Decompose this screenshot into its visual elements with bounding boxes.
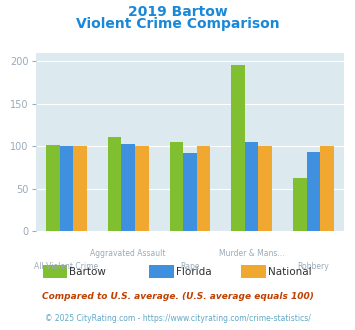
Bar (258, 146, 272, 231)
Bar (307, 152, 320, 231)
Text: Bartow: Bartow (69, 267, 106, 277)
Text: Compared to U.S. average. (U.S. average equals 100): Compared to U.S. average. (U.S. average … (42, 292, 313, 301)
Bar (108, 137, 121, 231)
Text: All Violent Crime: All Violent Crime (34, 262, 98, 271)
Bar (46, 145, 60, 231)
Bar (231, 65, 245, 231)
Text: Florida: Florida (176, 267, 211, 277)
Text: Aggravated Assault: Aggravated Assault (91, 249, 166, 258)
Bar (183, 153, 197, 231)
Bar (170, 142, 183, 231)
Bar (293, 178, 307, 231)
Bar (197, 146, 210, 231)
Bar (121, 144, 135, 231)
Bar (135, 146, 148, 231)
Text: National: National (268, 267, 312, 277)
Bar (320, 146, 334, 231)
Text: © 2025 CityRating.com - https://www.cityrating.com/crime-statistics/: © 2025 CityRating.com - https://www.city… (45, 314, 310, 323)
Text: Rape: Rape (180, 262, 200, 271)
Text: Murder & Mans...: Murder & Mans... (219, 249, 284, 258)
Text: Robbery: Robbery (297, 262, 329, 271)
Bar (245, 142, 258, 231)
Bar (73, 146, 87, 231)
Text: 2019 Bartow: 2019 Bartow (128, 5, 227, 19)
Text: Violent Crime Comparison: Violent Crime Comparison (76, 17, 279, 31)
Bar (60, 146, 73, 231)
